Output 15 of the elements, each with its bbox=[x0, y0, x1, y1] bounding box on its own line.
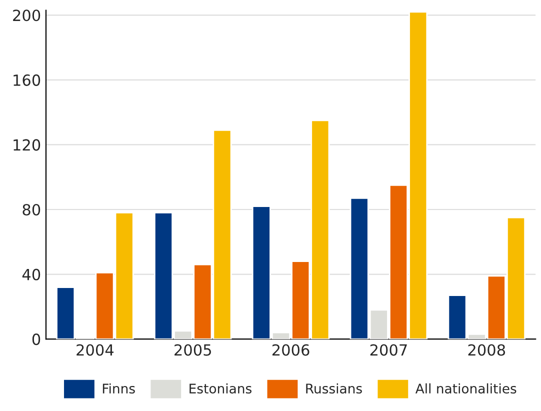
x-tick-label: 2007 bbox=[370, 344, 407, 356]
legend-label: All nationalities bbox=[415, 383, 516, 394]
y-tick-label: 160 bbox=[14, 74, 40, 86]
legend-label: Russians bbox=[306, 383, 362, 394]
legend-label: Estonians bbox=[190, 383, 252, 394]
y-tick-label: 200 bbox=[13, 10, 40, 22]
legend-label: Finns bbox=[102, 383, 135, 394]
y-tick-label: 120 bbox=[14, 139, 40, 151]
x-tick-label: 2004 bbox=[76, 344, 114, 356]
x-tick-label: 2005 bbox=[174, 344, 211, 356]
y-tick-label: 80 bbox=[22, 204, 40, 216]
y-tick-label: 0 bbox=[32, 334, 40, 346]
x-tick-label: 2006 bbox=[272, 344, 310, 356]
x-tick-label: 2008 bbox=[468, 344, 506, 356]
y-tick-label: 40 bbox=[22, 268, 40, 280]
